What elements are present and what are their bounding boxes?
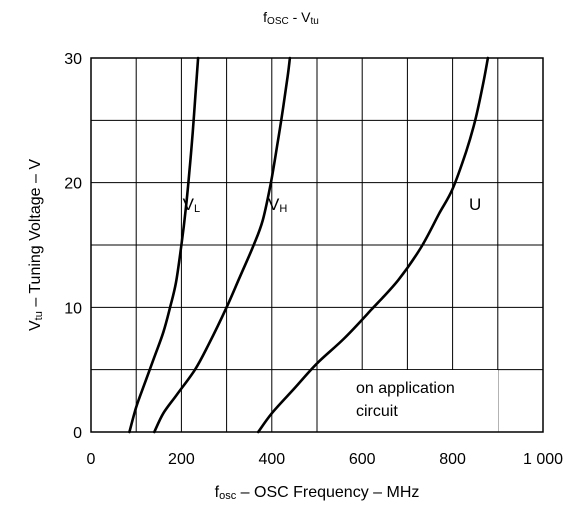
chart-title: fOSC - Vtu xyxy=(263,9,319,27)
x-tick-label: 800 xyxy=(439,451,466,468)
y-tick-label: 10 xyxy=(64,300,82,317)
annotation-box xyxy=(340,370,498,432)
curves xyxy=(128,56,490,434)
series-line-0 xyxy=(128,56,200,434)
x-tick-label: 600 xyxy=(349,451,376,468)
x-tick-label: 400 xyxy=(258,451,285,468)
y-axis-label: Vtu – Tuning Voltage – V xyxy=(27,159,45,331)
series-labels: VL VH U xyxy=(183,195,482,215)
grid xyxy=(91,58,543,432)
y-tick-label: 20 xyxy=(64,176,82,193)
plot-frame xyxy=(90,57,544,433)
y-tick-label: 30 xyxy=(64,51,82,68)
x-axis-label: fosc – OSC Frequency – MHz xyxy=(215,484,420,502)
series-line-2 xyxy=(256,56,490,434)
x-tick-label: 0 xyxy=(87,451,96,468)
series-label-0: VL xyxy=(183,195,200,215)
series-label-1: VH xyxy=(268,195,287,215)
series-line-1 xyxy=(153,56,292,434)
annotation-line-1: on application xyxy=(356,380,455,397)
tick-labels: 0 200 400 600 800 1 000 0 10 20 30 xyxy=(64,51,563,468)
y-tick-label: 0 xyxy=(73,425,82,442)
series-label-2: U xyxy=(469,195,481,214)
annotation-line-2: circuit xyxy=(356,403,398,420)
x-tick-label: 1 000 xyxy=(523,451,563,468)
x-tick-label: 200 xyxy=(168,451,195,468)
